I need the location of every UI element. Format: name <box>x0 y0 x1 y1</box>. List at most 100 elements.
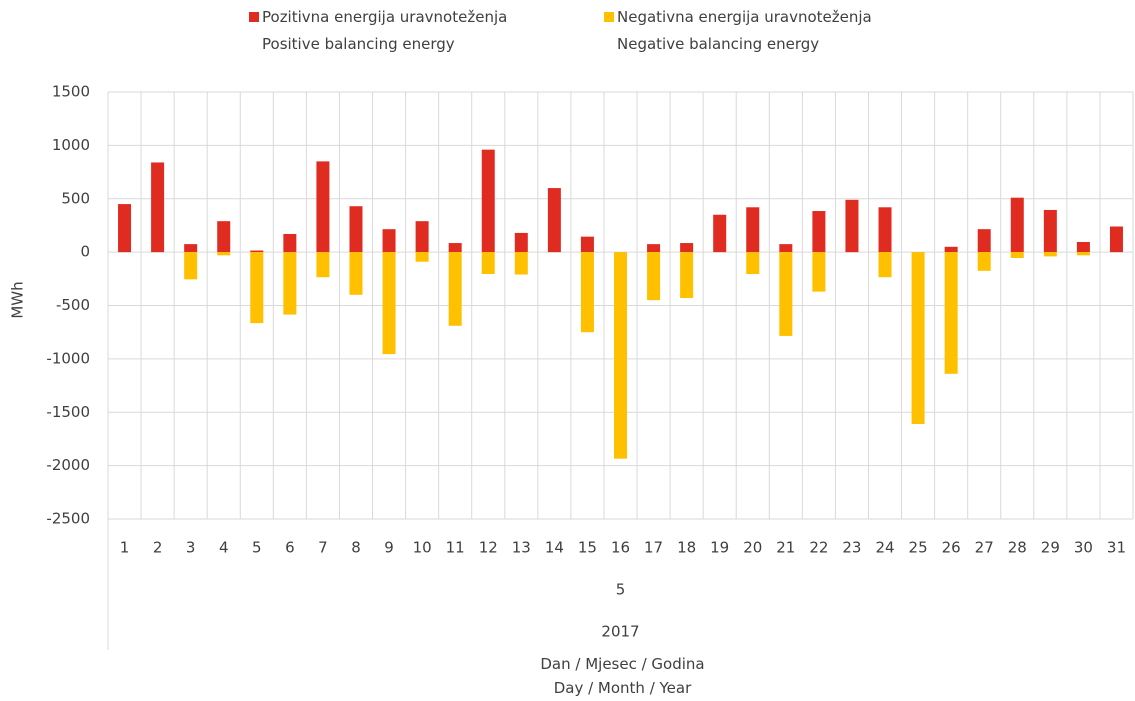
x-tick-label: 8 <box>351 539 361 557</box>
bar <box>547 188 561 253</box>
y-tick-label: 500 <box>61 189 90 207</box>
bar <box>845 199 859 253</box>
bar <box>878 207 892 253</box>
x-tick-label: 31 <box>1107 539 1126 557</box>
bar <box>1076 241 1090 253</box>
bar <box>647 244 661 253</box>
bar <box>514 232 528 253</box>
bar <box>746 252 760 275</box>
bar <box>911 252 925 424</box>
x-tick-label: 6 <box>285 539 295 557</box>
x-tick-label: 12 <box>479 539 498 557</box>
bar <box>779 244 793 253</box>
bar <box>1043 252 1057 257</box>
bar <box>713 214 727 253</box>
x-tick-label: 1 <box>120 539 130 557</box>
x-tick-label: 7 <box>318 539 328 557</box>
bar <box>349 206 363 253</box>
bar <box>382 229 396 253</box>
bar <box>250 250 264 253</box>
bar <box>349 252 363 295</box>
bar <box>481 149 495 253</box>
x-tick-label: 11 <box>446 539 465 557</box>
x-tick-label: 26 <box>942 539 961 557</box>
legend-label: Pozitivna energija uravnoteženja Positiv… <box>262 8 508 53</box>
bar <box>977 229 991 253</box>
bar <box>283 252 297 315</box>
bar <box>680 243 694 253</box>
x-tick-label: 30 <box>1074 539 1093 557</box>
x-tick-label: 4 <box>219 539 229 557</box>
x-tick-label: 3 <box>186 539 196 557</box>
x-tick-label: 9 <box>384 539 394 557</box>
bar <box>514 252 528 275</box>
bar <box>1109 226 1123 253</box>
bar <box>580 236 594 253</box>
legend-swatch <box>249 12 259 22</box>
bar <box>1076 252 1090 256</box>
bar <box>448 252 462 326</box>
bar <box>746 207 760 253</box>
y-tick-label: 1000 <box>52 136 90 154</box>
x-tick-label: 27 <box>975 539 994 557</box>
bar <box>118 204 132 253</box>
bar <box>1010 252 1024 258</box>
legend-label: Negativna energija uravnoteženja Negativ… <box>617 8 872 53</box>
bar <box>217 252 231 256</box>
bar <box>1010 197 1024 253</box>
bar <box>415 221 429 253</box>
x-tick-label: 24 <box>875 539 894 557</box>
bar <box>977 252 991 271</box>
bar <box>944 246 958 253</box>
x-tick-label: 23 <box>842 539 861 557</box>
x-tick-label: 14 <box>545 539 564 557</box>
x-tick-label: 17 <box>644 539 663 557</box>
bar <box>812 252 826 292</box>
bar <box>250 252 264 324</box>
bar <box>647 252 661 301</box>
bar <box>217 221 231 253</box>
bar <box>680 252 694 299</box>
y-tick-label: -2500 <box>46 510 90 528</box>
x-tick-label: 21 <box>776 539 795 557</box>
bar <box>184 252 198 280</box>
legend-swatch <box>604 12 614 22</box>
bar <box>382 252 396 355</box>
x-tick-label: 13 <box>512 539 531 557</box>
y-tick-label: 0 <box>80 243 90 261</box>
bar <box>944 252 958 374</box>
y-axis-label: MWh <box>9 281 27 318</box>
bar <box>481 252 495 275</box>
bar <box>184 244 198 253</box>
x-tick-label: 10 <box>413 539 432 557</box>
bar <box>812 211 826 253</box>
x-tick-label: 18 <box>677 539 696 557</box>
bar <box>1043 209 1057 253</box>
x-tick-label: 5 <box>252 539 262 557</box>
x-group-label: 2017 <box>601 623 639 641</box>
bar <box>614 252 627 459</box>
x-tick-label: 25 <box>909 539 928 557</box>
bar <box>779 252 793 336</box>
x-tick-label: 2 <box>153 539 163 557</box>
x-group-label: 5 <box>616 581 626 599</box>
bar <box>151 162 165 253</box>
y-tick-label: 1500 <box>52 83 90 101</box>
x-tick-label: 15 <box>578 539 597 557</box>
x-tick-label: 20 <box>743 539 762 557</box>
bar <box>448 243 462 253</box>
y-tick-label: -1500 <box>46 403 90 421</box>
bar <box>316 252 330 278</box>
x-tick-label: 16 <box>611 539 630 557</box>
x-tick-label: 29 <box>1041 539 1060 557</box>
bar <box>283 233 297 253</box>
bar <box>316 161 330 253</box>
x-tick-label: 22 <box>809 539 828 557</box>
y-tick-label: -2000 <box>46 456 90 474</box>
bar <box>415 252 429 262</box>
bar <box>878 252 892 278</box>
x-tick-label: 28 <box>1008 539 1027 557</box>
x-tick-label: 19 <box>710 539 729 557</box>
